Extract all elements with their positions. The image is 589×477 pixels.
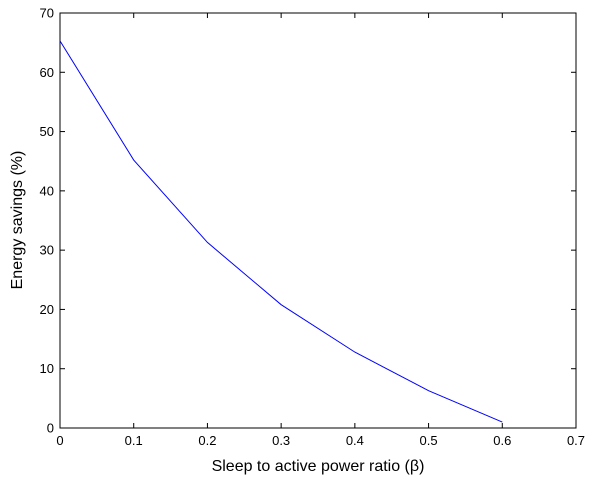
plot-area	[59, 12, 577, 429]
x-tick-label: 0.5	[420, 433, 438, 448]
y-tick-label: 60	[40, 65, 54, 80]
x-tick-label: 0.1	[125, 433, 143, 448]
x-tick-label: 0.3	[272, 433, 290, 448]
x-tick-label: 0.4	[346, 433, 364, 448]
y-tick-label: 10	[40, 361, 54, 376]
y-tick-label: 50	[40, 124, 54, 139]
y-tick-label: 30	[40, 243, 54, 258]
x-axis-ticks: 0 0.1 0.2 0.3 0.4 0.5 0.6 0.7	[56, 13, 585, 448]
y-axis-label: Energy savings (%)	[9, 151, 26, 290]
y-tick-label: 0	[47, 421, 54, 436]
y-axis-ticks: 0 10 20 30 40 50 60 70	[40, 6, 576, 436]
series-line-0	[59, 40, 503, 423]
x-axis-label: Sleep to active power ratio (β)	[212, 458, 425, 475]
x-tick-label: 0	[56, 433, 63, 448]
x-tick-label: 0.2	[198, 433, 216, 448]
x-tick-label: 0.7	[567, 433, 585, 448]
y-tick-label: 20	[40, 302, 54, 317]
y-tick-label: 70	[40, 6, 54, 21]
series-layer	[59, 40, 503, 423]
x-tick-label: 0.6	[493, 433, 511, 448]
y-tick-label: 40	[40, 183, 54, 198]
